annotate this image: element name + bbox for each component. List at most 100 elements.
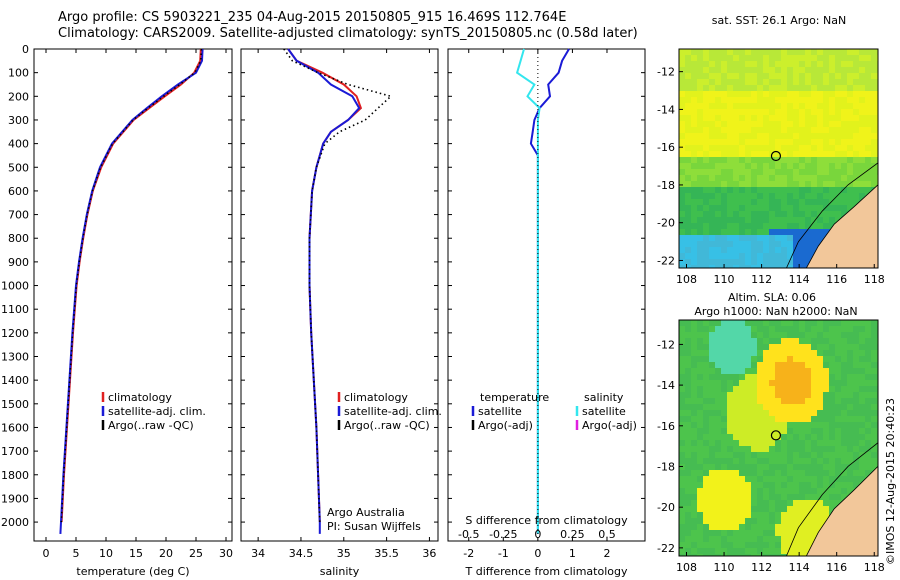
field-cell (763, 67, 769, 73)
field-cell (739, 259, 745, 265)
field-cell (751, 464, 757, 470)
field-cell (859, 55, 865, 61)
field-cell (799, 193, 805, 199)
field-cell (853, 332, 859, 338)
field-cell (691, 229, 697, 235)
field-cell (763, 482, 769, 488)
field-cell (829, 422, 835, 428)
field-cell (799, 169, 805, 175)
field-cell (715, 211, 721, 217)
field-cell (745, 338, 751, 344)
field-cell (853, 368, 859, 374)
field-cell (715, 79, 721, 85)
field-cell (733, 338, 739, 344)
field-cell (775, 422, 781, 428)
field-cell (763, 416, 769, 422)
field-cell (709, 434, 715, 440)
field-cell (847, 169, 853, 175)
field-cell (751, 55, 757, 61)
field-cell (781, 253, 787, 259)
field-cell (697, 494, 703, 500)
field-cell (679, 368, 685, 374)
field-cell (679, 554, 685, 556)
field-cell (781, 374, 787, 380)
field-cell (763, 458, 769, 464)
field-cell (715, 121, 721, 127)
field-cell (817, 151, 823, 157)
field-cell (721, 235, 727, 241)
field-cell (799, 446, 805, 452)
field-cell (721, 470, 727, 476)
field-cell (721, 452, 727, 458)
field-cell (751, 175, 757, 181)
field-cell (709, 380, 715, 386)
field-cell (703, 127, 709, 133)
field-cell (715, 392, 721, 398)
field-cell (799, 392, 805, 398)
field-cell (691, 422, 697, 428)
field-cell (835, 145, 841, 151)
field-cell (745, 79, 751, 85)
temperature-xlabel: temperature (deg C) (76, 565, 189, 578)
field-cell (871, 79, 877, 85)
field-cell (865, 362, 871, 368)
field-cell (823, 55, 829, 61)
field-cell (847, 109, 853, 115)
field-cell (781, 61, 787, 67)
field-cell (697, 241, 703, 247)
field-cell (871, 73, 877, 79)
field-cell (745, 157, 751, 163)
field-cell (679, 458, 685, 464)
field-cell (853, 85, 859, 91)
field-cell (703, 49, 709, 55)
field-cell (745, 241, 751, 247)
field-cell (871, 356, 877, 362)
field-cell (763, 49, 769, 55)
field-cell (757, 259, 763, 265)
field-cell (715, 398, 721, 404)
field-cell (787, 344, 793, 350)
field-cell (685, 380, 691, 386)
field-cell (769, 91, 775, 97)
field-cell (745, 163, 751, 169)
field-cell (763, 73, 769, 79)
field-cell (739, 434, 745, 440)
field-cell (871, 386, 877, 392)
field-cell (793, 121, 799, 127)
field-cell (733, 61, 739, 67)
field-cell (727, 374, 733, 380)
field-cell (823, 205, 829, 211)
field-cell (685, 49, 691, 55)
field-cell (769, 524, 775, 530)
field-cell (865, 91, 871, 97)
field-cell (703, 145, 709, 151)
sst-map-xtick-label: 108 (676, 273, 697, 286)
field-cell (823, 512, 829, 518)
field-cell (841, 458, 847, 464)
field-cell (733, 169, 739, 175)
field-cell (757, 320, 763, 326)
field-cell (871, 368, 877, 374)
field-cell (805, 103, 811, 109)
field-cell (709, 55, 715, 61)
field-cell (739, 416, 745, 422)
field-cell (745, 115, 751, 121)
field-cell (829, 416, 835, 422)
field-cell (799, 235, 805, 241)
field-cell (805, 422, 811, 428)
field-cell (805, 187, 811, 193)
field-cell (841, 410, 847, 416)
field-cell (733, 109, 739, 115)
field-cell (823, 97, 829, 103)
field-cell (775, 476, 781, 482)
field-cell (811, 127, 817, 133)
field-cell (823, 121, 829, 127)
field-cell (811, 320, 817, 326)
field-cell (805, 530, 811, 536)
field-cell (739, 344, 745, 350)
field-cell (781, 229, 787, 235)
field-cell (703, 241, 709, 247)
field-cell (799, 512, 805, 518)
field-cell (811, 85, 817, 91)
field-cell (685, 476, 691, 482)
